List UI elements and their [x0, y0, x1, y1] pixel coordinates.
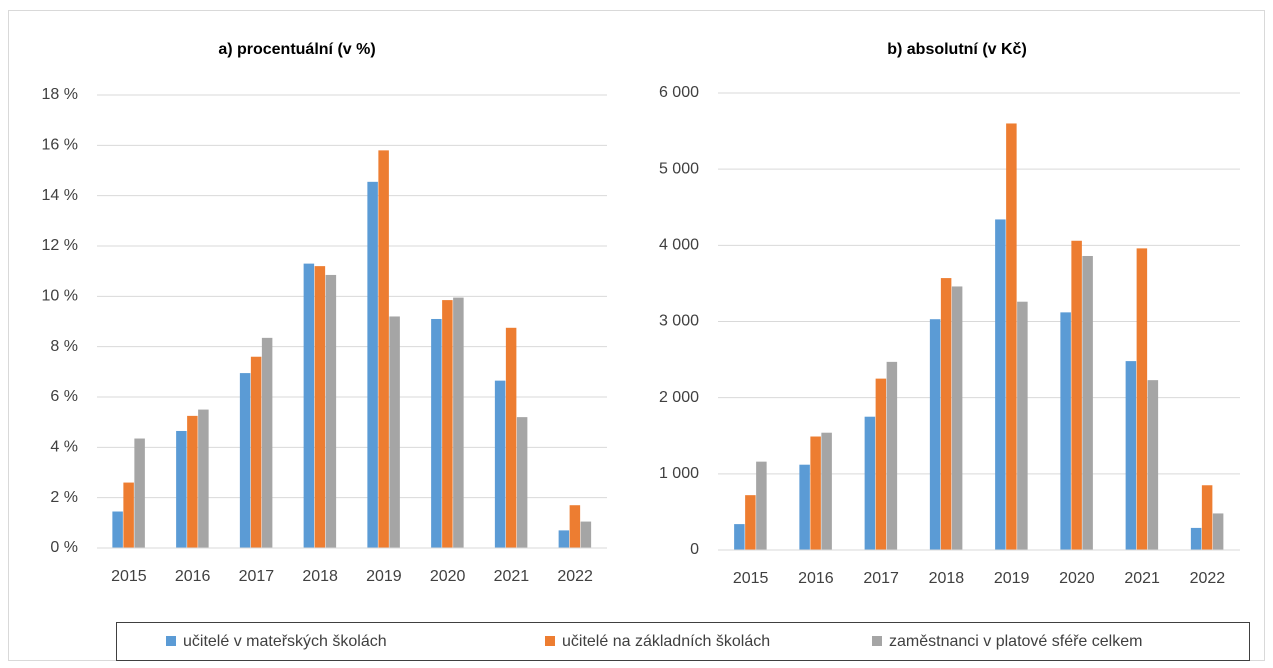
- legend-swatch: [166, 636, 176, 646]
- x-tick-label: 2017: [239, 568, 275, 585]
- y-tick-label: 8 %: [50, 338, 78, 355]
- bar: [886, 361, 898, 550]
- y-tick-label: 14 %: [42, 187, 78, 204]
- legend-label: zaměstnanci v platové sféře celkem: [889, 633, 1142, 650]
- x-tick-label: 2020: [430, 568, 466, 585]
- bar: [875, 378, 887, 550]
- bar: [864, 416, 876, 550]
- bar: [378, 150, 389, 548]
- bar: [799, 464, 810, 550]
- bar: [453, 297, 464, 548]
- bar: [995, 219, 1006, 551]
- bar: [745, 495, 756, 550]
- bar: [940, 278, 952, 550]
- bar: [261, 337, 273, 548]
- y-tick-label: 2 %: [50, 489, 78, 506]
- bar: [431, 318, 442, 548]
- bar: [1136, 248, 1148, 550]
- x-tick-label: 2015: [111, 568, 147, 585]
- bar: [325, 274, 337, 548]
- y-tick-label: 12 %: [42, 237, 78, 254]
- x-tick-label: 2016: [175, 568, 211, 585]
- bar: [176, 430, 187, 548]
- bar: [123, 482, 134, 548]
- x-tick-label: 2021: [1124, 570, 1160, 587]
- bar: [239, 373, 251, 548]
- bar: [1017, 301, 1028, 550]
- bar: [821, 432, 832, 550]
- y-tick-label: 6 000: [659, 84, 699, 101]
- x-tick-label: 2022: [557, 568, 593, 585]
- bar: [1212, 513, 1224, 550]
- bar: [250, 356, 262, 548]
- bar: [389, 316, 400, 548]
- y-tick-label: 0: [690, 541, 699, 558]
- y-tick-label: 1 000: [659, 465, 699, 482]
- bar: [314, 266, 326, 548]
- bar: [1125, 361, 1137, 550]
- y-tick-label: 4 %: [50, 439, 78, 456]
- bar: [580, 521, 592, 548]
- bar: [929, 319, 941, 550]
- y-tick-label: 6 %: [50, 388, 78, 405]
- bar: [1190, 527, 1202, 550]
- bar: [505, 327, 517, 548]
- legend-label: učitelé v mateřských školách: [183, 633, 387, 650]
- x-tick-label: 2017: [863, 570, 899, 587]
- x-tick-label: 2019: [366, 568, 402, 585]
- y-tick-label: 4 000: [659, 237, 699, 254]
- bar: [112, 511, 123, 548]
- bar: [1071, 240, 1082, 550]
- bar: [442, 300, 453, 548]
- chart-title: b) absolutní (v Kč): [887, 41, 1027, 58]
- y-tick-label: 10 %: [42, 288, 78, 305]
- bar: [187, 415, 198, 548]
- legend-swatch: [545, 636, 555, 646]
- y-tick-label: 0 %: [50, 539, 78, 556]
- x-tick-label: 2016: [798, 570, 834, 587]
- bar: [1201, 485, 1213, 550]
- bar: [367, 181, 378, 548]
- y-tick-label: 3 000: [659, 313, 699, 330]
- x-tick-label: 2018: [302, 568, 338, 585]
- x-tick-label: 2020: [1059, 570, 1095, 587]
- legend-label: učitelé na základních školách: [562, 633, 770, 650]
- bar: [558, 530, 570, 548]
- bar: [198, 409, 209, 548]
- x-tick-label: 2022: [1190, 570, 1226, 587]
- x-tick-label: 2021: [494, 568, 530, 585]
- y-tick-label: 5 000: [659, 160, 699, 177]
- bar: [1060, 312, 1071, 550]
- y-tick-label: 2 000: [659, 389, 699, 406]
- bar: [951, 286, 963, 550]
- bar: [734, 524, 745, 550]
- bar: [1006, 123, 1017, 550]
- bar: [569, 505, 581, 548]
- y-tick-label: 16 %: [42, 137, 78, 154]
- legend-box: [116, 622, 1250, 661]
- bar: [516, 417, 528, 548]
- bar: [810, 436, 821, 550]
- y-tick-label: 18 %: [42, 86, 78, 103]
- bar: [134, 438, 145, 548]
- x-tick-label: 2019: [994, 570, 1030, 587]
- bar: [1082, 255, 1093, 550]
- bar: [756, 461, 767, 550]
- bar: [303, 263, 315, 548]
- x-tick-label: 2015: [733, 570, 769, 587]
- bar: [1147, 380, 1159, 550]
- chart-title: a) procentuální (v %): [218, 41, 375, 58]
- bar: [494, 380, 506, 548]
- legend-swatch: [872, 636, 882, 646]
- x-tick-label: 2018: [929, 570, 965, 587]
